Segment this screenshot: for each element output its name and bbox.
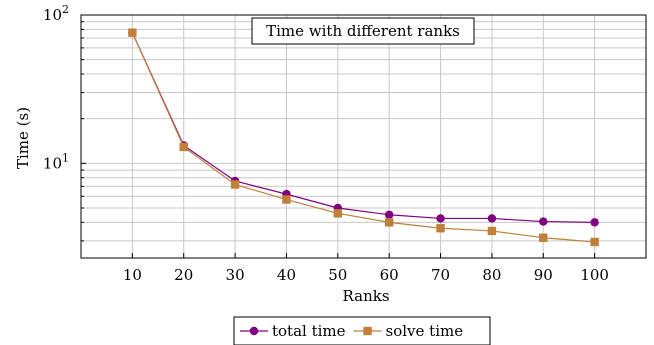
data-point — [128, 28, 137, 37]
plot-frame — [80, 14, 647, 259]
data-point — [539, 233, 548, 242]
x-tick-label: 80 — [482, 266, 501, 284]
data-point — [333, 209, 343, 218]
x-tick-label: 40 — [277, 266, 296, 284]
series-total-time — [128, 28, 599, 227]
legend-item: total time — [240, 322, 346, 340]
x-axis-title: Ranks — [342, 287, 389, 305]
data-point — [230, 180, 240, 189]
x-tick-label: 10 — [123, 266, 142, 284]
x-tick-label: 20 — [174, 266, 193, 284]
legend-marker — [249, 326, 259, 336]
x-tick-label: 60 — [380, 266, 399, 284]
x-tick-label: 70 — [431, 266, 450, 284]
y-tick-label: 101 — [43, 151, 69, 172]
chart-title: Time with different ranks — [266, 22, 460, 40]
data-point — [282, 195, 291, 204]
legend-label: solve time — [386, 322, 464, 340]
x-tick-label: 100 — [580, 266, 609, 284]
y-axis-title: Time (s) — [14, 107, 32, 169]
data-point — [179, 142, 188, 152]
data-point — [539, 217, 548, 226]
data-point — [590, 237, 599, 247]
legend: total time solve time — [233, 316, 491, 345]
axis-ticks: 10 20 30 40 50 60 70 80 90 100 101 102 — [43, 3, 609, 284]
legend-item: solve time — [353, 322, 464, 340]
data-point — [487, 214, 497, 223]
series-line — [131, 32, 595, 223]
chart-title-box: Time with different ranks — [251, 17, 475, 45]
series-solve-time — [128, 28, 599, 247]
data-point — [590, 218, 599, 227]
y-tick-label: 102 — [43, 3, 69, 24]
series-line — [131, 32, 595, 243]
data-point — [436, 224, 445, 233]
legend-marker — [363, 326, 372, 336]
x-tick-label: 30 — [226, 266, 245, 284]
legend-label: total time — [272, 322, 346, 340]
data-point — [384, 210, 394, 219]
data-point — [384, 218, 394, 227]
x-tick-label: 90 — [534, 266, 553, 284]
data-point — [436, 214, 445, 223]
x-tick-label: 50 — [328, 266, 347, 284]
series — [128, 28, 599, 247]
data-point — [487, 226, 497, 236]
